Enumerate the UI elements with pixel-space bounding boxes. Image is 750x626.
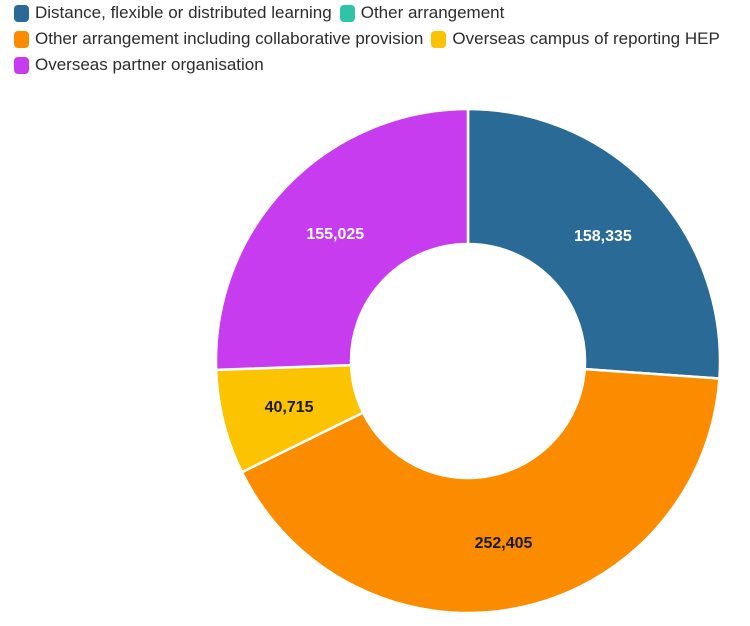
legend-item-distance-learning[interactable]: Distance, flexible or distributed learni…: [14, 3, 332, 23]
legend-label-overseas-partner: Overseas partner organisation: [35, 55, 264, 74]
legend-item-overseas-campus[interactable]: Overseas campus of reporting HEP: [431, 29, 720, 49]
legend-row-2: Other arrangement including collaborativ…: [14, 26, 744, 52]
legend-swatch-distance-learning: [14, 4, 29, 22]
legend-label-distance-learning: Distance, flexible or distributed learni…: [35, 3, 332, 22]
data-label-overseas-campus: 40,715: [265, 399, 314, 416]
legend-item-other-arrangement[interactable]: Other arrangement: [339, 3, 505, 23]
legend-label-other-arrangement: Other arrangement: [360, 3, 505, 22]
legend-swatch-other-arrangement: [339, 4, 355, 22]
slice-collaborative-provision[interactable]: [240, 367, 721, 615]
slice-distance-learning[interactable]: [466, 107, 722, 380]
legend-item-overseas-partner[interactable]: Overseas partner organisation: [14, 55, 264, 75]
data-label-distance-learning: 158,335: [574, 228, 632, 245]
legend-label-overseas-campus: Overseas campus of reporting HEP: [452, 29, 720, 48]
legend-swatch-collaborative-provision: [14, 30, 29, 48]
legend-swatch-overseas-partner: [14, 56, 29, 74]
legend-row-1: Distance, flexible or distributed learni…: [14, 0, 744, 26]
legend-swatch-overseas-campus: [431, 30, 447, 48]
data-label-collaborative-provision: 252,405: [475, 535, 533, 552]
slice-overseas-partner[interactable]: [214, 107, 470, 372]
legend-item-collaborative-provision[interactable]: Other arrangement including collaborativ…: [14, 29, 423, 49]
legend-row-3: Overseas partner organisation: [14, 52, 744, 78]
data-label-overseas-partner: 155,025: [306, 226, 364, 243]
legend-label-collaborative-provision: Other arrangement including collaborativ…: [35, 29, 424, 48]
chart-legend: Distance, flexible or distributed learni…: [14, 0, 744, 78]
